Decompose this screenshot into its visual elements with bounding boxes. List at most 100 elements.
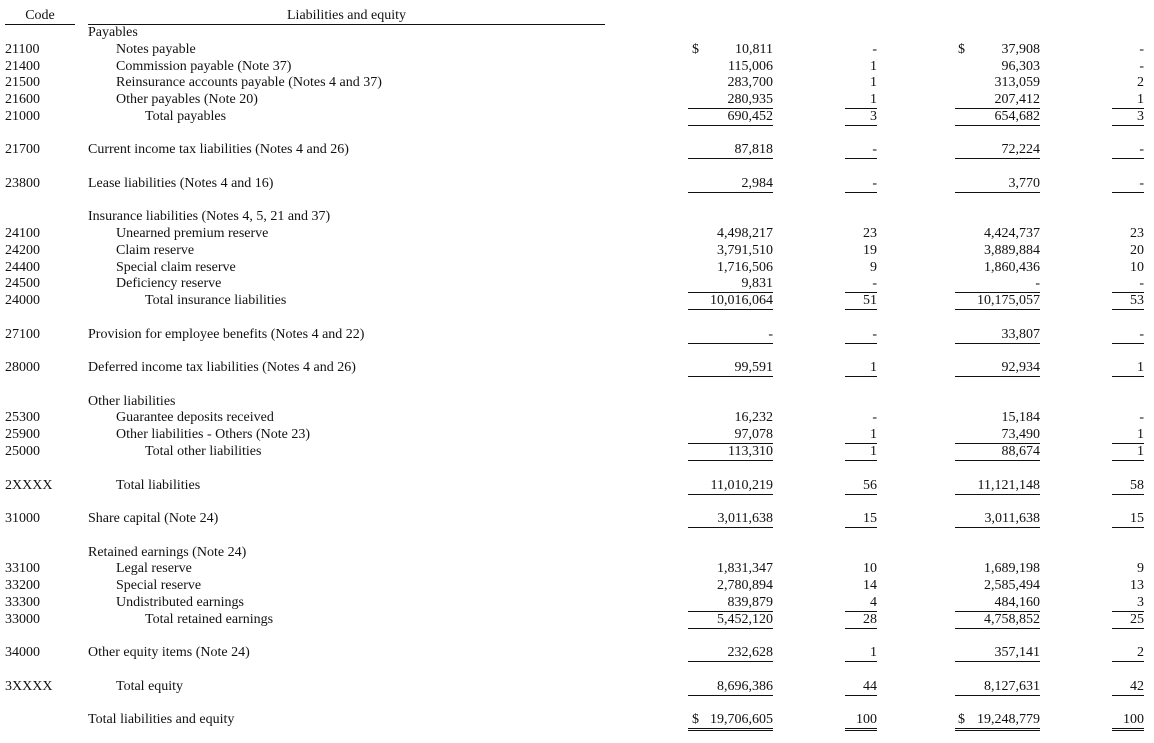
amount: 232,628 [688, 645, 773, 663]
row-label: Total payables [145, 108, 227, 124]
row-label: Total liabilities [116, 477, 201, 493]
percent: 56 [845, 478, 877, 495]
percent: 9 [870, 259, 877, 275]
percent: - [1139, 41, 1144, 57]
row-label: Payables [88, 25, 138, 40]
percent: 28 [845, 612, 877, 629]
row-label: Special claim reserve [116, 259, 236, 275]
row-code: 33100 [5, 561, 40, 577]
row-label: Unearned premium reserve [116, 226, 269, 242]
currency: $ [958, 41, 965, 57]
percent: - [872, 410, 877, 426]
amount: 9,831 [688, 276, 773, 294]
percent: - [1112, 142, 1144, 160]
amount: 10,016,064 [688, 293, 773, 311]
row-code: 21700 [5, 142, 40, 158]
row-label: Deficiency reserve [116, 276, 222, 292]
row-code: 28000 [5, 360, 40, 376]
percent: 1 [870, 58, 877, 74]
percent: 3 [845, 109, 877, 126]
row-label: Special reserve [116, 578, 202, 594]
percent: 23 [1130, 226, 1144, 242]
row-code: 24500 [5, 276, 40, 292]
percent: 53 [1112, 293, 1144, 311]
amount: 8,127,631 [955, 679, 1040, 696]
row-label: Other liabilities - Others (Note 23) [116, 427, 311, 443]
amount: 11,010,219 [688, 478, 773, 495]
row-label: Reinsurance accounts payable (Notes 4 an… [116, 75, 382, 91]
row-code: 25300 [5, 410, 40, 426]
amount: 690,452 [688, 109, 773, 126]
row-label: Total liabilities and equity [88, 712, 235, 728]
row-code: 21100 [5, 41, 40, 57]
percent: 1 [1112, 444, 1144, 461]
percent: 3 [1112, 595, 1144, 612]
percent: - [845, 327, 877, 344]
currency: $ [958, 712, 965, 728]
amount: 654,682 [955, 109, 1040, 126]
row-label: Other payables (Note 20) [116, 92, 258, 108]
amount: 4,758,852 [955, 612, 1040, 629]
percent: 14 [863, 578, 877, 594]
percent: 10 [863, 561, 877, 577]
percent: - [1139, 58, 1144, 74]
percent: 51 [845, 293, 877, 311]
row-code: 34000 [5, 645, 40, 661]
row-label: Claim reserve [116, 242, 195, 258]
percent: 10 [1130, 259, 1144, 275]
amount: 484,160 [955, 595, 1040, 612]
row-code: 25000 [5, 444, 40, 459]
amount: 280,935 [688, 92, 773, 110]
row-code: 21400 [5, 58, 40, 74]
amount: 3,011,638 [688, 511, 773, 529]
row-label: Undistributed earnings [116, 594, 244, 610]
percent: 20 [1130, 242, 1144, 258]
amount: 10,175,057 [955, 293, 1040, 311]
amount: 2,780,894 [717, 578, 773, 594]
amount: 3,011,638 [955, 511, 1040, 529]
row-label: Total insurance liabilities [145, 293, 287, 309]
percent: 100 [845, 712, 877, 732]
currency: $ [692, 712, 699, 728]
amount: - [688, 327, 773, 344]
row-label: Notes payable [116, 41, 196, 57]
percent: - [845, 142, 877, 160]
amount: 72,224 [955, 142, 1040, 160]
row-code: 2XXXX [5, 477, 53, 493]
percent: 1 [1112, 92, 1144, 110]
amount: 97,078 [688, 427, 773, 445]
percent: 13 [1130, 578, 1144, 594]
percent: - [1112, 327, 1144, 344]
amount: 207,412 [955, 92, 1040, 110]
percent: 1 [845, 427, 877, 445]
amount: 96,303 [1001, 58, 1041, 74]
row-code: 21500 [5, 75, 40, 91]
currency: $ [692, 41, 699, 57]
row-code: 31000 [5, 511, 40, 527]
row-label: Deferred income tax liabilities (Notes 4… [88, 360, 356, 376]
amount: 313,059 [994, 75, 1041, 91]
row-code: 23800 [5, 175, 40, 191]
amount: 113,310 [688, 444, 773, 461]
percent: 1 [845, 360, 877, 378]
percent: - [1112, 176, 1144, 193]
percent: - [1139, 410, 1144, 426]
row-label: Total other liabilities [145, 444, 262, 459]
percent: 19 [863, 242, 877, 258]
amount: 5,452,120 [688, 612, 773, 629]
percent: 1 [1112, 427, 1144, 445]
amount: 11,121,148 [955, 478, 1040, 495]
row-code: 33300 [5, 594, 40, 610]
amount: 1,716,506 [717, 259, 773, 275]
row-label: Total retained earnings [145, 611, 274, 627]
row-label: Current income tax liabilities (Notes 4 … [88, 142, 349, 158]
percent: - [845, 176, 877, 193]
amount: 839,879 [688, 595, 773, 612]
amount: 99,591 [688, 360, 773, 378]
amount: 88,674 [955, 444, 1040, 461]
amount: 115,006 [728, 58, 773, 74]
row-label: Total equity [116, 678, 184, 694]
amount: 3,791,510 [717, 242, 773, 258]
row-label: Retained earnings (Note 24) [88, 544, 247, 560]
row-label: Other equity items (Note 24) [88, 645, 250, 661]
